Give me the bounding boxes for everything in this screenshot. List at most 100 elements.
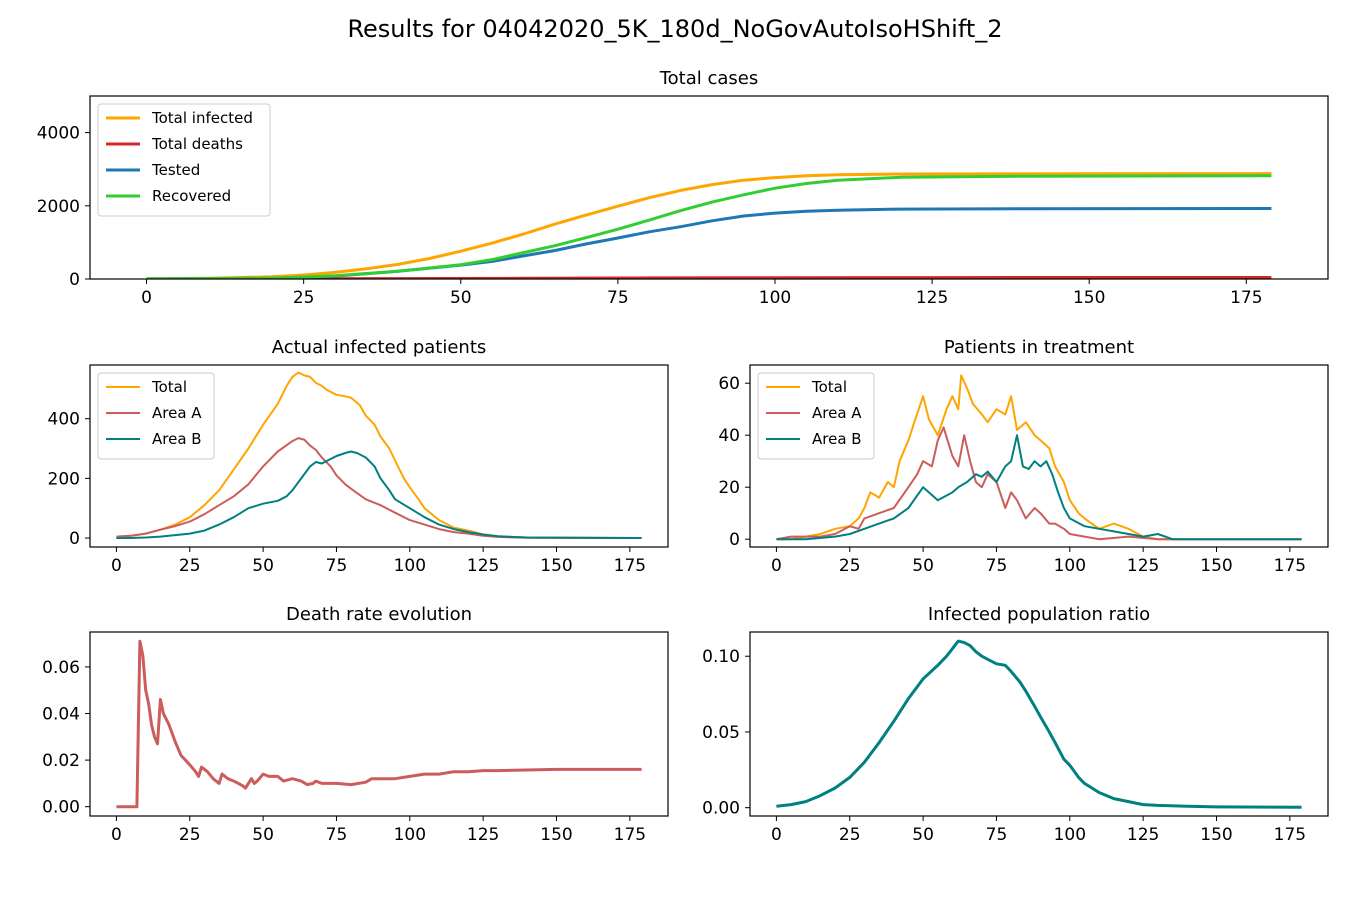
in-treatment-ytick-label: 0 xyxy=(729,530,740,550)
death-rate-xtick-label: 100 xyxy=(394,825,426,845)
death-rate-xtick-label: 0 xyxy=(111,825,122,845)
total-cases-ytick-label: 2000 xyxy=(37,197,80,217)
death-rate-xtick-label: 150 xyxy=(540,825,572,845)
total-cases-xtick-label: 175 xyxy=(1230,288,1262,308)
in-treatment-legend-label: Area A xyxy=(812,404,862,422)
in-treatment-xtick-label: 125 xyxy=(1127,556,1159,576)
total-cases-series-recovered xyxy=(146,174,1272,279)
actual-infected-xtick-label: 0 xyxy=(111,556,122,576)
in-treatment-ytick-label: 40 xyxy=(718,426,740,446)
actual-infected-xtick-label: 75 xyxy=(326,556,348,576)
in-treatment-ytick-label: 60 xyxy=(718,374,740,394)
death-rate-ytick-label: 0.06 xyxy=(42,658,80,678)
in-treatment-xtick-label: 25 xyxy=(839,556,861,576)
actual-infected-xtick-label: 50 xyxy=(252,556,274,576)
infected-ratio-xtick-label: 75 xyxy=(986,825,1008,845)
total-cases-xtick-label: 50 xyxy=(450,288,472,308)
total-cases-axes-frame xyxy=(89,95,1329,280)
infected-ratio-xtick-label: 125 xyxy=(1127,825,1159,845)
infected-ratio-xtick-label: 100 xyxy=(1054,825,1086,845)
total-cases-series-tested xyxy=(146,207,1272,279)
total-cases-title: Total cases xyxy=(659,68,759,89)
actual-infected-xtick-label: 175 xyxy=(614,556,646,576)
actual-infected-title: Actual infected patients xyxy=(272,337,487,358)
death-rate-panel: Death rate evolution 0 25 50 75 100 125 150 175 0… xyxy=(42,604,669,845)
infected-ratio-title: Infected population ratio xyxy=(928,604,1150,625)
death-rate-xtick-label: 75 xyxy=(326,825,348,845)
in-treatment-ytick-label: 20 xyxy=(718,478,740,498)
in-treatment-legend-label: Area B xyxy=(812,430,862,448)
total-cases-legend-label: Total infected xyxy=(151,109,253,127)
death-rate-xtick-label: 175 xyxy=(614,825,646,845)
total-cases-legend-label: Recovered xyxy=(152,187,231,205)
death-rate-xtick-label: 125 xyxy=(467,825,499,845)
death-rate-xtick-label: 50 xyxy=(252,825,274,845)
death-rate-ytick-label: 0.04 xyxy=(42,705,80,725)
total-cases-legend-label: Total deaths xyxy=(151,135,243,153)
infected-ratio-xtick-label: 150 xyxy=(1200,825,1232,845)
total-cases-series-total-infected xyxy=(146,172,1272,279)
total-cases-legend-label: Tested xyxy=(151,161,200,179)
actual-infected-panel: Actual infected patients 0 25 50 75 100 125 150… xyxy=(48,337,669,576)
infected-ratio-panel: Infected population ratio 0 25 50 75 100 125 15… xyxy=(702,604,1329,845)
in-treatment-panel: Patients in treatment 0 25 50 75 100 125 150 175… xyxy=(718,337,1329,576)
actual-infected-series-area-a xyxy=(116,437,642,539)
in-treatment-legend-label: Total xyxy=(811,378,847,396)
total-cases-xtick-label: 25 xyxy=(293,288,315,308)
actual-infected-legend-box xyxy=(97,372,215,460)
in-treatment-xtick-label: 175 xyxy=(1274,556,1306,576)
total-cases-xtick-label: 150 xyxy=(1073,288,1105,308)
total-cases-xtick-label: 100 xyxy=(759,288,791,308)
total-cases-ytick-label: 0 xyxy=(69,270,80,290)
actual-infected-xtick-label: 150 xyxy=(540,556,572,576)
total-cases-legend: Total infected Total deaths Tested Recovere… xyxy=(97,103,271,217)
actual-infected-xtick-label: 25 xyxy=(179,556,201,576)
death-rate-xtick-label: 25 xyxy=(179,825,201,845)
in-treatment-xtick-label: 75 xyxy=(986,556,1008,576)
actual-infected-ytick-label: 200 xyxy=(48,469,80,489)
infected-ratio-axes-frame xyxy=(749,631,1329,817)
in-treatment-xtick-label: 0 xyxy=(771,556,782,576)
actual-infected-axes-frame xyxy=(89,364,669,548)
infected-ratio-series-infected-ratio xyxy=(776,639,1302,809)
actual-infected-legend-label: Total xyxy=(151,378,187,396)
death-rate-title: Death rate evolution xyxy=(286,604,472,625)
in-treatment-xtick-label: 100 xyxy=(1054,556,1086,576)
infected-ratio-xtick-label: 175 xyxy=(1274,825,1306,845)
total-cases-xtick-label: 0 xyxy=(141,288,152,308)
figure-title: Results for 04042020_5K_180d_NoGovAutoIs… xyxy=(347,15,1002,43)
actual-infected-series-area-b xyxy=(116,450,642,539)
actual-infected-xtick-label: 125 xyxy=(467,556,499,576)
infected-ratio-xtick-label: 50 xyxy=(912,825,934,845)
infected-ratio-xtick-label: 0 xyxy=(771,825,782,845)
in-treatment-xtick-label: 150 xyxy=(1200,556,1232,576)
infected-ratio-ytick-label: 0.10 xyxy=(702,647,740,667)
actual-infected-ytick-label: 0 xyxy=(69,529,80,549)
in-treatment-legend-box xyxy=(757,372,875,460)
total-cases-panel: Total cases 0 25 50 75 100 125 150 175 0 2000 4000 T… xyxy=(37,68,1329,308)
in-treatment-legend: Total Area A Area B xyxy=(757,372,875,460)
total-cases-xtick-label: 125 xyxy=(916,288,948,308)
total-cases-xtick-label: 75 xyxy=(607,288,629,308)
actual-infected-xtick-label: 100 xyxy=(394,556,426,576)
infected-ratio-ytick-label: 0.00 xyxy=(702,799,740,819)
in-treatment-title: Patients in treatment xyxy=(944,337,1134,358)
in-treatment-series-area-a xyxy=(776,426,1302,541)
actual-infected-legend-label: Area A xyxy=(152,404,202,422)
actual-infected-legend: Total Area A Area B xyxy=(97,372,215,460)
death-rate-ytick-label: 0.00 xyxy=(42,798,80,818)
death-rate-axes-frame xyxy=(89,631,669,817)
infected-ratio-ytick-label: 0.05 xyxy=(702,723,740,743)
total-cases-legend-box xyxy=(97,103,271,217)
in-treatment-axes-frame xyxy=(749,364,1329,548)
death-rate-ytick-label: 0.02 xyxy=(42,751,80,771)
in-treatment-xtick-label: 50 xyxy=(912,556,934,576)
in-treatment-series-area-b xyxy=(776,434,1302,541)
death-rate-series-death-rate xyxy=(116,639,642,809)
infected-ratio-xtick-label: 25 xyxy=(839,825,861,845)
actual-infected-series-total xyxy=(116,371,642,539)
total-cases-ytick-label: 4000 xyxy=(37,124,80,144)
actual-infected-legend-label: Area B xyxy=(152,430,202,448)
